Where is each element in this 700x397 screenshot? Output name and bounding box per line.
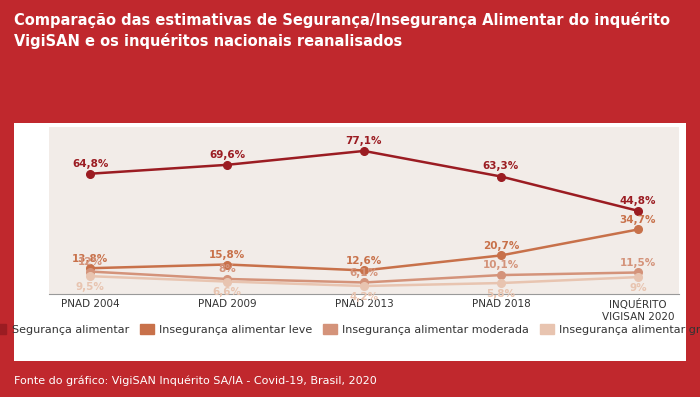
Text: 34,7%: 34,7% <box>620 215 656 225</box>
Text: 12,6%: 12,6% <box>346 256 382 266</box>
Text: Fonte do gráfico: VigiSAN Inquérito SA/IA - Covid-19, Brasil, 2020: Fonte do gráfico: VigiSAN Inquérito SA/I… <box>14 376 377 386</box>
Text: 13,8%: 13,8% <box>72 254 108 264</box>
Text: 77,1%: 77,1% <box>346 136 382 146</box>
Text: 6,6%: 6,6% <box>213 287 241 297</box>
Text: 12%: 12% <box>78 257 103 267</box>
Text: 4,2%: 4,2% <box>349 291 379 302</box>
Text: 64,8%: 64,8% <box>72 158 108 169</box>
Text: 69,6%: 69,6% <box>209 150 245 160</box>
Text: Comparação das estimativas de Segurança/Insegurança Alimentar do inquérito
VigiS: Comparação das estimativas de Segurança/… <box>14 12 670 49</box>
Text: 8%: 8% <box>218 264 236 274</box>
Legend: Segurança alimentar, Insegurança alimentar leve, Insegurança alimentar moderada,: Segurança alimentar, Insegurança aliment… <box>0 324 700 335</box>
Text: 20,7%: 20,7% <box>483 241 519 251</box>
Text: 10,1%: 10,1% <box>483 260 519 270</box>
Text: 9%: 9% <box>629 283 647 293</box>
Text: 44,8%: 44,8% <box>620 196 656 206</box>
Text: 15,8%: 15,8% <box>209 250 245 260</box>
Text: 6,1%: 6,1% <box>349 268 379 278</box>
Text: 9,5%: 9,5% <box>76 282 104 292</box>
Text: 5,8%: 5,8% <box>486 289 515 299</box>
Text: 63,3%: 63,3% <box>483 161 519 172</box>
Text: 11,5%: 11,5% <box>620 258 656 268</box>
